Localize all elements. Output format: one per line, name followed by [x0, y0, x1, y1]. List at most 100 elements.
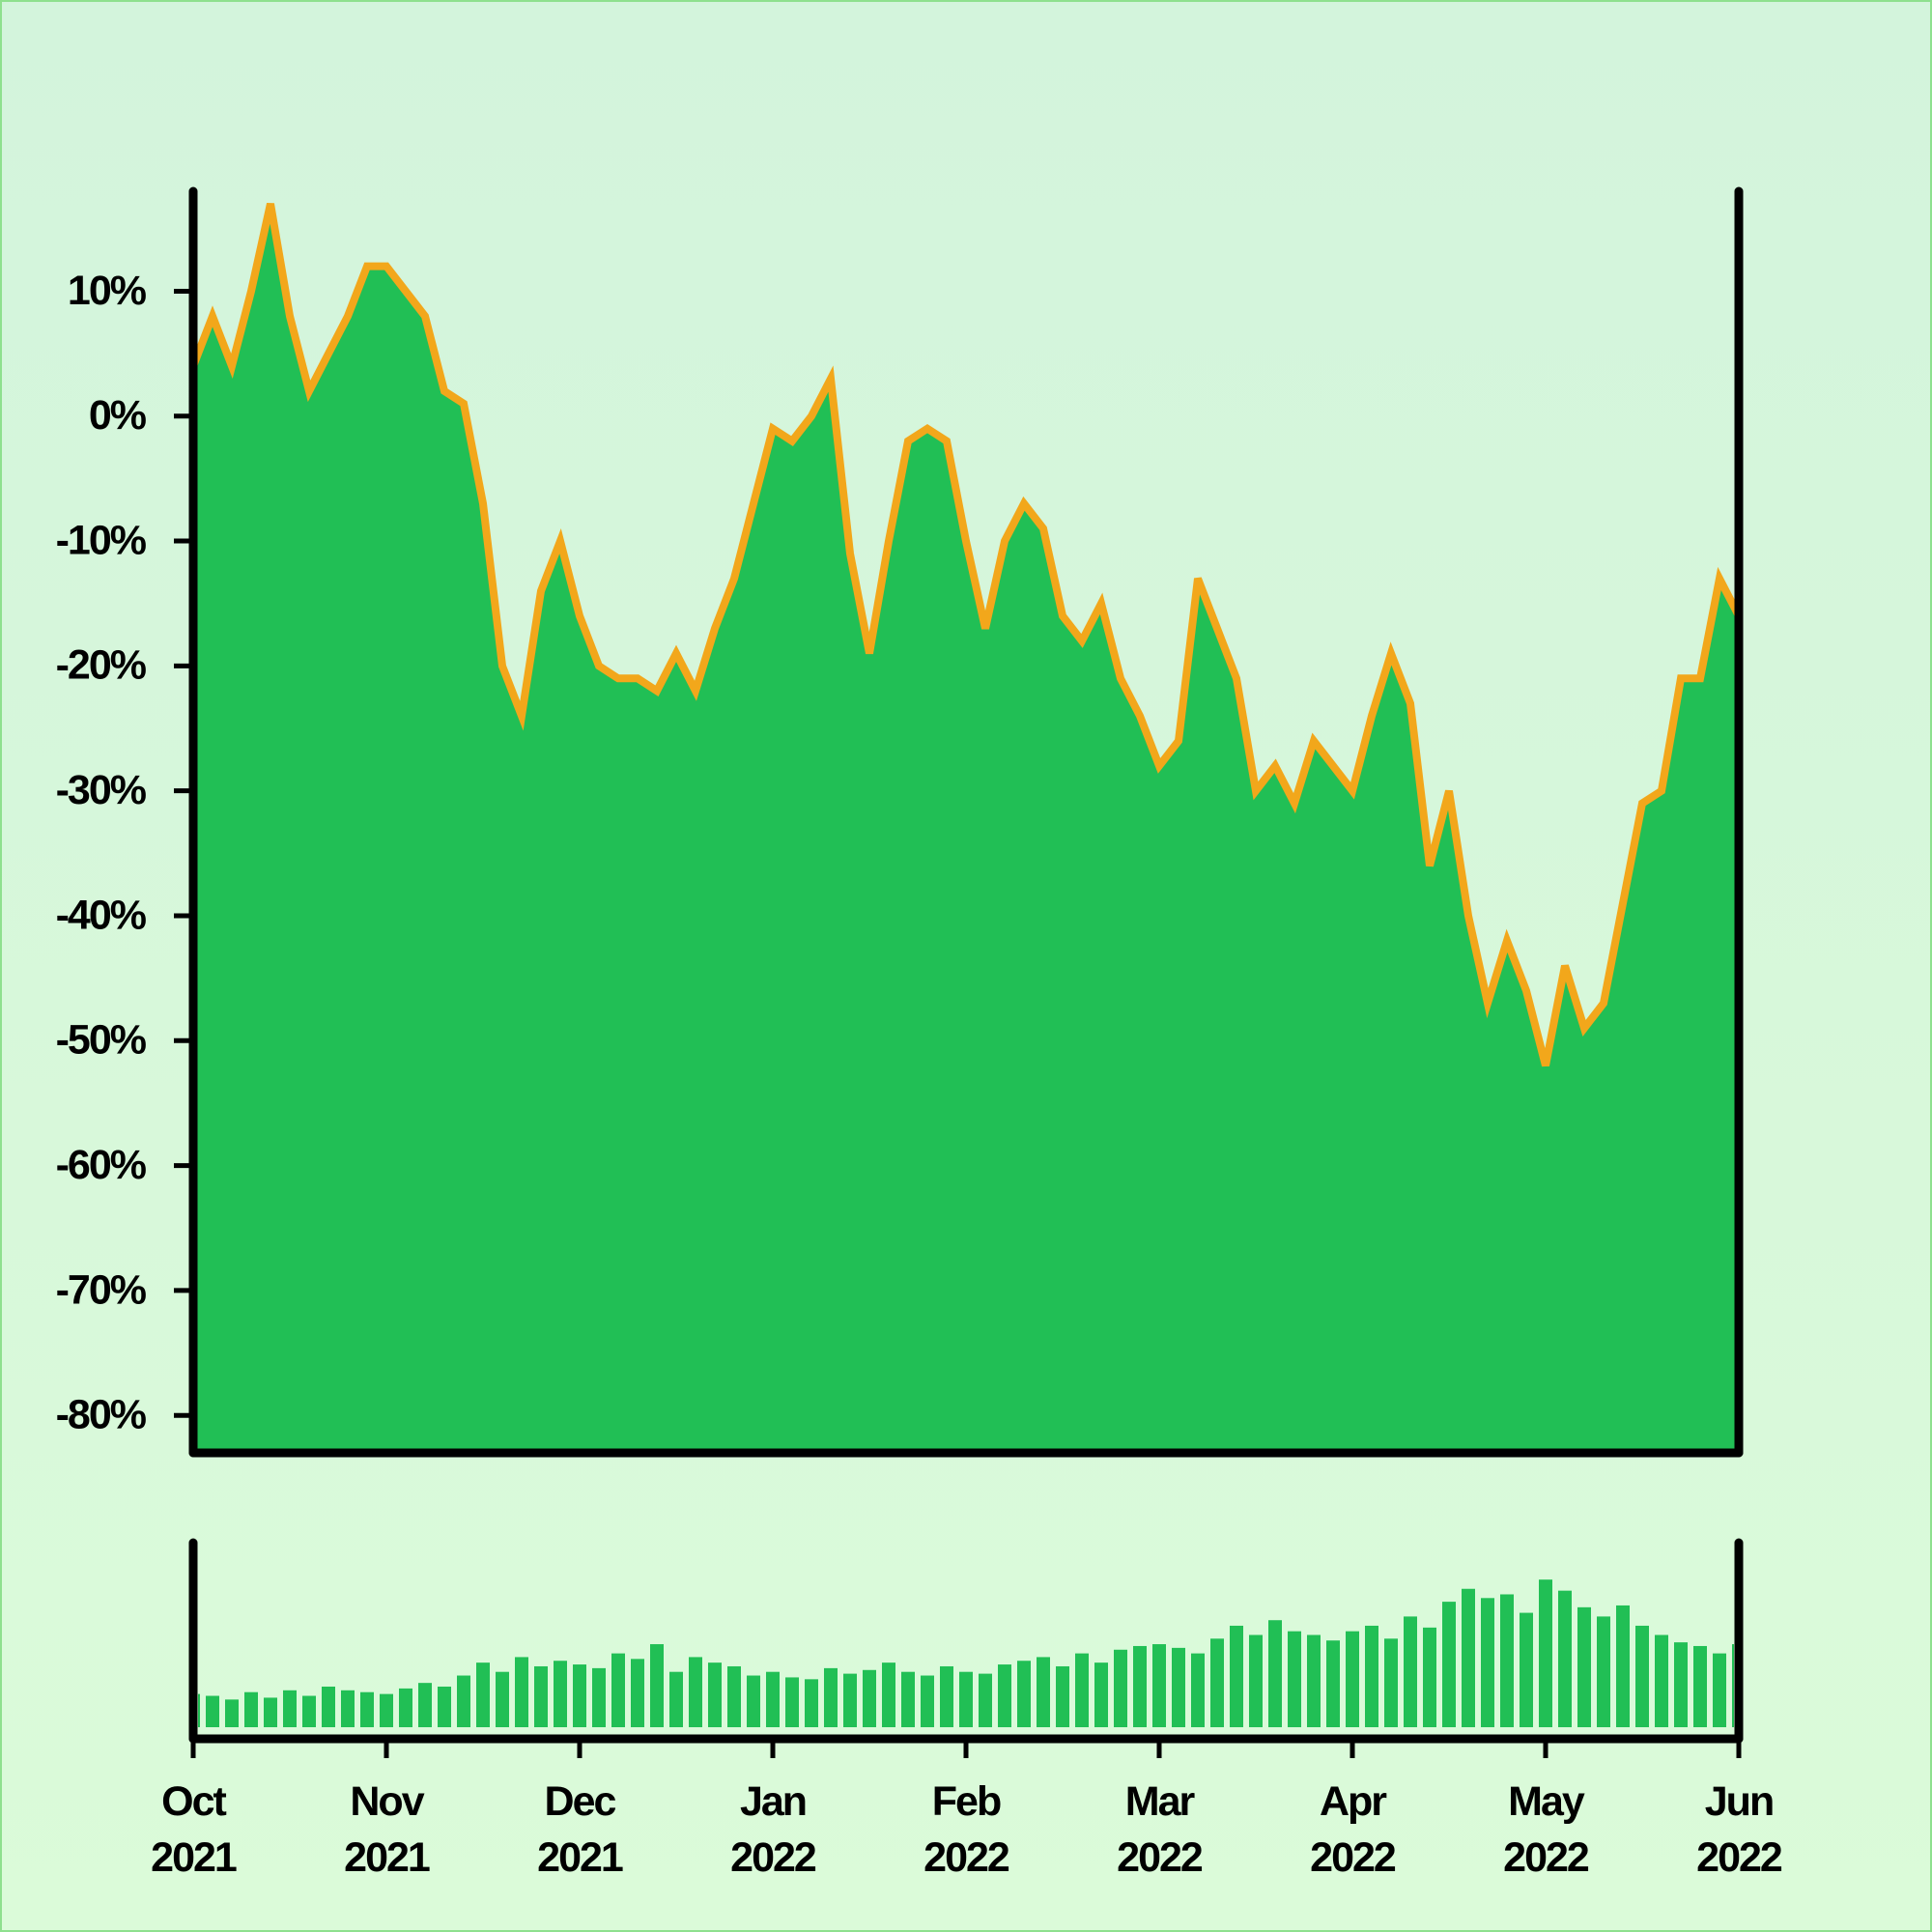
- volume-bar: [940, 1665, 953, 1727]
- volume-bar: [1693, 1645, 1707, 1727]
- volume-bar: [979, 1673, 992, 1727]
- x-tick-label: Mar 2022: [1117, 1778, 1204, 1881]
- volume-bar: [1075, 1653, 1089, 1727]
- volume-bar: [1017, 1661, 1031, 1727]
- volume-bar: [264, 1697, 277, 1727]
- volume-bar: [631, 1659, 644, 1727]
- volume-bar: [689, 1657, 702, 1727]
- volume-bar: [1249, 1634, 1263, 1727]
- volume-bar: [1288, 1631, 1301, 1727]
- y-tick-label: -20%: [56, 642, 147, 689]
- volume-bar: [1114, 1649, 1127, 1727]
- volume-bar: [882, 1662, 895, 1727]
- volume-bar: [1713, 1653, 1726, 1727]
- volume-bar: [1442, 1602, 1456, 1727]
- x-tick-label: Feb 2022: [923, 1778, 1010, 1881]
- y-tick-label: -50%: [56, 1017, 147, 1064]
- volume-bar: [959, 1671, 973, 1727]
- x-tick-label: Jan 2022: [730, 1778, 817, 1881]
- volume-bar: [1172, 1647, 1185, 1727]
- volume-bar: [1056, 1665, 1069, 1727]
- volume-bar: [1481, 1598, 1494, 1727]
- volume-bar: [1094, 1662, 1108, 1727]
- volume-bar: [669, 1671, 683, 1727]
- volume-bar: [747, 1675, 760, 1727]
- volume-bar: [1152, 1644, 1166, 1727]
- volume-bar: [438, 1686, 451, 1727]
- volume-bar: [496, 1671, 509, 1727]
- y-tick-label: -70%: [56, 1266, 147, 1313]
- volume-bar: [1346, 1631, 1359, 1727]
- volume-bar: [1307, 1634, 1321, 1727]
- volume-bar: [515, 1657, 528, 1727]
- volume-bar: [360, 1691, 374, 1727]
- volume-bar: [1326, 1640, 1340, 1727]
- volume-bar: [1577, 1606, 1591, 1727]
- y-tick-label: -30%: [56, 767, 147, 813]
- volume-bar: [1384, 1638, 1398, 1727]
- volume-bar: [1365, 1625, 1378, 1727]
- volume-bar: [1539, 1579, 1552, 1727]
- volume-bar: [225, 1699, 239, 1727]
- volume-bar: [785, 1677, 799, 1727]
- volume-bar: [554, 1661, 567, 1727]
- volume-bar: [1133, 1645, 1147, 1727]
- volume-bar: [322, 1686, 335, 1727]
- volume-bar: [843, 1673, 857, 1727]
- volume-bar: [1037, 1657, 1050, 1727]
- volume-bar: [1191, 1653, 1205, 1727]
- x-tick-label: Apr 2022: [1310, 1778, 1397, 1881]
- volume-bar: [1210, 1638, 1224, 1727]
- volume-bar: [1462, 1588, 1475, 1727]
- x-tick-label: Oct 2021: [151, 1778, 238, 1881]
- volume-bar: [901, 1671, 915, 1727]
- volume-bar: [198, 1693, 200, 1727]
- volume-bar: [998, 1664, 1011, 1727]
- x-tick-label: Jun 2022: [1696, 1778, 1783, 1881]
- x-tick-label: Dec 2021: [537, 1778, 624, 1881]
- area: [193, 203, 1739, 1453]
- volume-bar: [399, 1688, 412, 1727]
- volume-bar: [283, 1690, 297, 1727]
- volume-bar: [611, 1653, 625, 1727]
- volume-bar: [1597, 1616, 1610, 1727]
- y-tick-label: -60%: [56, 1142, 147, 1188]
- y-tick-label: 10%: [68, 268, 147, 314]
- volume-bar: [573, 1664, 586, 1727]
- x-tick-label: Nov 2021: [344, 1778, 431, 1881]
- volume-bar: [206, 1695, 219, 1727]
- volume-bar: [805, 1679, 818, 1727]
- volume-bar: [708, 1662, 722, 1727]
- x-tick-label: May 2022: [1503, 1778, 1590, 1881]
- volume-bar: [457, 1675, 470, 1727]
- volume-bar: [1674, 1642, 1688, 1727]
- volume-bar: [766, 1671, 780, 1727]
- volume-bar: [1558, 1590, 1572, 1727]
- volume-bar: [1500, 1594, 1514, 1727]
- volume-bar: [727, 1665, 741, 1727]
- volume-bar: [476, 1662, 490, 1727]
- y-tick-label: -10%: [56, 517, 147, 563]
- volume-bar: [1655, 1634, 1668, 1727]
- y-tick-label: 0%: [89, 392, 147, 439]
- volume-bar: [302, 1695, 316, 1727]
- volume-bar: [418, 1683, 432, 1727]
- volume-bar: [534, 1665, 548, 1727]
- volume-bar: [244, 1691, 258, 1727]
- volume-bar: [650, 1644, 664, 1727]
- volume-bar: [921, 1675, 934, 1727]
- volume-bar: [1616, 1605, 1630, 1727]
- volume-bar: [863, 1669, 876, 1727]
- volume-bar: [824, 1667, 838, 1727]
- volume-bar: [1404, 1616, 1417, 1727]
- y-tick-label: -40%: [56, 892, 147, 938]
- y-tick-label: -80%: [56, 1392, 147, 1438]
- volume-bar: [592, 1667, 606, 1727]
- volume-bar: [380, 1693, 393, 1727]
- area-line: [189, 203, 1743, 1067]
- volume-bar: [1423, 1627, 1436, 1727]
- volume-bar: [1732, 1644, 1734, 1727]
